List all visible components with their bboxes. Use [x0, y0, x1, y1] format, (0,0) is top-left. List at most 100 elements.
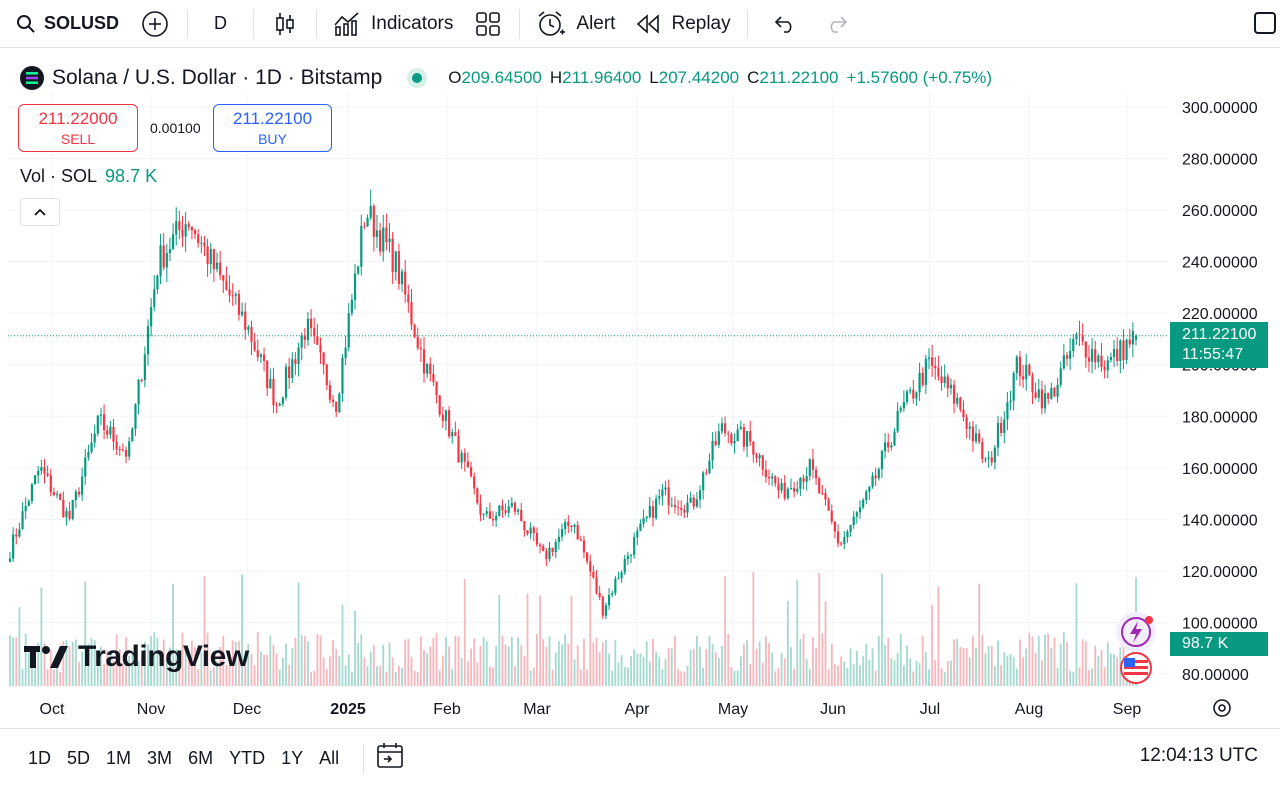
volume-bar: [959, 646, 962, 686]
candle-body: [234, 293, 237, 296]
price-chart[interactable]: 300.00000 280.00000 260.00000 240.00000 220.…: [0, 52, 1280, 728]
range-6m[interactable]: 6M: [188, 748, 214, 768]
sell-button[interactable]: 211.22000 SELL: [18, 104, 138, 152]
candle-body: [310, 318, 313, 329]
go-to-date-button[interactable]: [376, 742, 404, 775]
chart-type-button[interactable]: [260, 0, 310, 48]
volume-bar: [783, 658, 786, 686]
symbol-search-button[interactable]: SOLUSD: [0, 0, 129, 48]
candle-body: [1003, 419, 1006, 434]
volume-bar: [241, 574, 244, 686]
candle-body: [1006, 402, 1009, 420]
volume-bar: [482, 637, 485, 686]
candle-body: [513, 502, 517, 512]
replay-button[interactable]: Replay: [625, 0, 740, 48]
range-5d[interactable]: 5D: [67, 748, 91, 768]
candle-body: [269, 378, 272, 389]
candle-body: [733, 440, 736, 444]
candle-body: [422, 349, 426, 374]
candle-body: [833, 521, 836, 532]
volume-bar: [997, 640, 999, 686]
toolbar-divider: [253, 8, 255, 39]
range-1y[interactable]: 1Y: [281, 748, 304, 768]
ai-assistant-icon[interactable]: [1116, 612, 1156, 652]
candle-body: [344, 347, 347, 358]
fullscreen-icon[interactable]: [1254, 12, 1276, 34]
range-ytd[interactable]: YTD: [229, 748, 266, 768]
volume-bar: [369, 651, 372, 686]
compare-symbol-button[interactable]: [129, 0, 181, 48]
utc-clock[interactable]: 12:04:13 UTC: [1139, 745, 1258, 766]
volume-legend[interactable]: Vol · SOL 98.7 K: [20, 166, 157, 187]
candle-body: [250, 327, 253, 342]
candle-body: [18, 529, 21, 537]
volume-bar: [473, 638, 476, 686]
candle-body: [394, 251, 397, 273]
candle-body: [532, 527, 535, 533]
alert-button[interactable]: Alert: [526, 0, 625, 48]
economic-calendar-flag-icon[interactable]: [1116, 648, 1156, 688]
candle-body: [404, 271, 407, 295]
candle-body: [899, 408, 902, 411]
volume-bar: [143, 641, 146, 686]
candle-body: [175, 221, 178, 235]
candle-body: [37, 470, 40, 476]
volume-bar: [896, 652, 899, 686]
volume-bar: [109, 652, 112, 686]
volume-bar: [510, 636, 513, 686]
candle-body: [297, 347, 300, 364]
candle-body: [1100, 355, 1103, 367]
market-status-icon[interactable]: [412, 73, 423, 83]
volume-bar: [228, 660, 231, 686]
candle-body: [629, 554, 633, 556]
volume-bar: [9, 635, 11, 686]
candle-body: [952, 384, 956, 404]
volume-bar: [90, 638, 93, 686]
candle-body: [325, 364, 328, 386]
redo-button[interactable]: [812, 0, 864, 48]
candle-body: [893, 431, 896, 446]
buy-button[interactable]: 211.22100 BUY: [213, 104, 332, 152]
tradingview-logo[interactable]: TradingView: [24, 640, 249, 674]
volume-bar: [191, 640, 193, 686]
volume-bar: [37, 642, 40, 686]
indicators-icon: [334, 11, 359, 36]
candle-body: [40, 467, 43, 471]
range-3m[interactable]: 3M: [147, 748, 173, 768]
volume-bar: [912, 671, 915, 686]
candle-body: [934, 365, 937, 369]
candle-body: [1037, 389, 1040, 398]
candle-body: [1050, 388, 1053, 399]
volume-bar: [946, 661, 949, 686]
volume-bar: [532, 668, 535, 686]
volume-bar: [830, 644, 833, 686]
candle-body: [140, 379, 143, 381]
candle-body: [168, 249, 172, 254]
alert-label: Alert: [576, 12, 616, 34]
range-1d[interactable]: 1D: [28, 748, 52, 768]
volume-bar: [636, 653, 639, 686]
interval-button[interactable]: D: [214, 13, 228, 33]
symbol-title[interactable]: Solana / U.S. Dollar · 1D · Bitstamp: [52, 66, 383, 89]
indicators-button[interactable]: Indicators: [323, 0, 463, 48]
volume-bar: [275, 653, 278, 686]
settings-gear-icon: [1213, 699, 1231, 717]
price-tick-label: 140.00000: [1182, 512, 1258, 529]
candle-body: [469, 467, 473, 477]
volume-bar: [661, 669, 664, 686]
volume-bar: [655, 652, 658, 686]
range-1m[interactable]: 1M: [106, 748, 132, 768]
layouts-button[interactable]: [463, 0, 513, 48]
candle-body: [931, 357, 934, 366]
volume-bar: [793, 668, 796, 686]
undo-button[interactable]: [754, 0, 812, 48]
volume-bar: [256, 632, 259, 686]
volume-bar: [605, 639, 607, 686]
rewind-icon: [637, 13, 660, 34]
candle-body: [1018, 356, 1022, 377]
chart-pane[interactable]: 300.00000 280.00000 260.00000 240.00000 220.…: [0, 52, 1280, 728]
range-all[interactable]: All: [319, 748, 340, 768]
candle-body: [981, 442, 984, 460]
collapse-legend-button[interactable]: [20, 198, 60, 226]
candle-body: [554, 541, 557, 553]
